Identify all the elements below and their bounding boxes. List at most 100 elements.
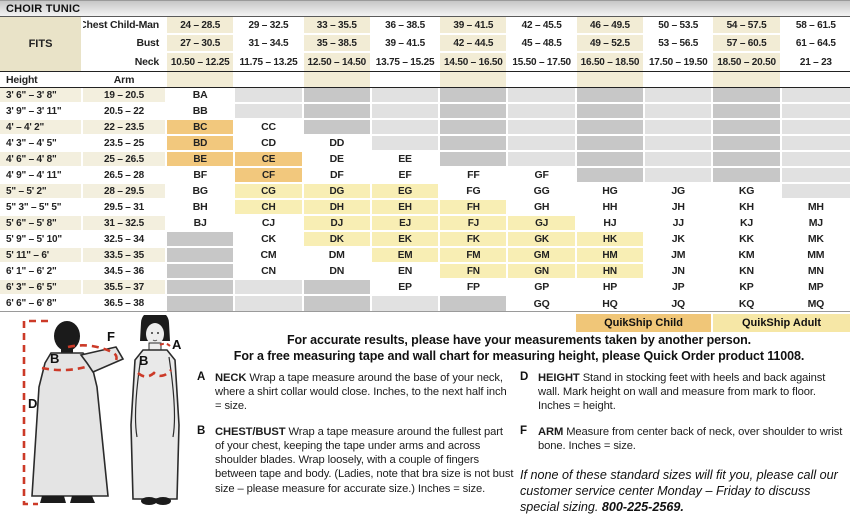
arm-range-cell: 29.5 – 31 bbox=[83, 200, 167, 214]
size-code-cell: DH bbox=[303, 200, 372, 214]
empty-size-cell bbox=[576, 120, 646, 134]
figure-label-d: D bbox=[28, 396, 37, 411]
measurement-lines bbox=[22, 319, 172, 506]
measure-value-cell: 54 – 57.5 bbox=[713, 17, 782, 33]
empty-size-cell bbox=[713, 152, 782, 166]
instruction-letter: A bbox=[197, 371, 206, 383]
empty-size-cell bbox=[303, 88, 372, 102]
measure-value-cell: 50 – 53.5 bbox=[645, 17, 714, 33]
table-row: 3' 9" – 3' 11" 20.5 – 22 BB bbox=[0, 104, 850, 120]
header-filler-cell bbox=[713, 72, 782, 87]
measure-value-cell: 15.50 – 17.50 bbox=[508, 53, 577, 71]
size-code-cell: MH bbox=[781, 200, 850, 214]
quikship-adult-label: QuikShip Adult bbox=[713, 314, 850, 332]
header-filler-cell bbox=[303, 72, 372, 87]
empty-size-cell bbox=[713, 104, 782, 118]
instruction-chest-bust: B CHEST/BUST Wrap a tape measure around … bbox=[197, 425, 515, 496]
instruction-height: D HEIGHT Stand in stocking feet with hee… bbox=[520, 371, 848, 414]
intro-text: For accurate results, please have your m… bbox=[192, 333, 846, 364]
empty-size-cell bbox=[713, 168, 782, 182]
measure-value-cell: 42 – 45.5 bbox=[508, 17, 577, 33]
table-row: 4' 6" – 4' 8" 25 – 26.5 BE CE DE EE bbox=[0, 152, 850, 168]
size-code-cell: CF bbox=[235, 168, 304, 182]
instruction-letter: F bbox=[520, 424, 528, 437]
size-code-cell: MK bbox=[781, 232, 850, 246]
instructions-left-column: A NECK Wrap a tape measure around the ba… bbox=[197, 371, 515, 507]
measure-value-cell: 24 – 28.5 bbox=[167, 17, 236, 33]
size-code-cell: HJ bbox=[576, 216, 646, 230]
empty-size-cell bbox=[440, 104, 509, 118]
empty-size-cell bbox=[303, 280, 372, 294]
header-filler-cell bbox=[576, 72, 646, 87]
height-range-cell: 6' 3" – 6' 5" bbox=[0, 280, 83, 294]
size-code-cell: EJ bbox=[371, 216, 441, 230]
table-row: 4' 9" – 4' 11" 26.5 – 28 BF CF DF EF FF GF bbox=[0, 168, 850, 184]
size-code-cell: MP bbox=[781, 280, 850, 294]
arm-column-label: Arm bbox=[83, 72, 167, 87]
size-code-cell: EH bbox=[371, 200, 441, 214]
empty-size-cell bbox=[371, 296, 441, 311]
size-code-cell: BB bbox=[167, 104, 236, 118]
table-row: 6' 6" – 6' 8" 36.5 – 38 GQ HQ JQ KQ MQ bbox=[0, 296, 850, 312]
size-code-cell: KQ bbox=[713, 296, 782, 311]
table-row: 5" 3" – 5" 5" 29.5 – 31 BH CH DH EH FH GH HH JH KH… bbox=[0, 200, 850, 216]
empty-size-cell bbox=[781, 104, 850, 118]
instruction-letter: D bbox=[520, 371, 529, 383]
size-code-cell: EE bbox=[371, 152, 441, 166]
instruction-body: HEIGHT Stand in stocking feet with heels… bbox=[538, 371, 848, 414]
size-code-cell: BA bbox=[167, 88, 236, 102]
measure-value-cell: 17.50 – 19.50 bbox=[645, 53, 714, 71]
header-filler-cell bbox=[645, 72, 714, 87]
measure-value-cell: 61 – 64.5 bbox=[781, 35, 850, 51]
size-code-cell: HH bbox=[576, 200, 646, 214]
measure-value-cell: 58 – 61.5 bbox=[781, 17, 850, 33]
size-code-cell: KN bbox=[713, 264, 782, 278]
arm-range-cell: 36.5 – 38 bbox=[83, 296, 167, 311]
size-code-cell: JK bbox=[645, 232, 714, 246]
height-range-cell: 5' 6" – 5' 8" bbox=[0, 216, 83, 230]
fits-header-block: FITS Chest Child-Man 24 – 28.5 29 – 32.5 33 … bbox=[0, 17, 850, 71]
size-code-cell: CC bbox=[235, 120, 304, 134]
empty-size-cell bbox=[508, 88, 577, 102]
size-code-cell: HM bbox=[576, 248, 646, 262]
instruction-body: NECK Wrap a tape measure around the base… bbox=[215, 371, 515, 414]
arm-range-cell: 19 – 20.5 bbox=[83, 88, 167, 102]
measure-value-cell: 45 – 48.5 bbox=[508, 35, 577, 51]
intro-line-1: For accurate results, please have your m… bbox=[286, 333, 752, 347]
empty-size-cell bbox=[235, 296, 304, 311]
empty-size-cell bbox=[781, 136, 850, 150]
header-filler-cell bbox=[235, 72, 304, 87]
arm-range-cell: 25 – 26.5 bbox=[83, 152, 167, 166]
height-range-cell: 5" 3" – 5" 5" bbox=[0, 200, 83, 214]
empty-size-cell bbox=[645, 104, 714, 118]
special-sizing-note: If none of these standard sizes will fit… bbox=[520, 467, 848, 515]
measure-value-cell: 42 – 44.5 bbox=[440, 35, 509, 51]
empty-size-cell bbox=[576, 88, 646, 102]
measure-row-label: Bust bbox=[83, 35, 167, 51]
measure-value-cell: 53 – 56.5 bbox=[645, 35, 714, 51]
size-code-cell: DD bbox=[303, 136, 372, 150]
height-range-cell: 4' 6" – 4' 8" bbox=[0, 152, 83, 166]
measure-row: Bust 27 – 30.5 31 – 34.5 35 – 38.5 39 – 41.5… bbox=[83, 35, 850, 53]
empty-size-cell bbox=[781, 168, 850, 182]
empty-size-cell bbox=[440, 120, 509, 134]
tunic-illustration: D B F A B bbox=[4, 310, 196, 513]
height-range-cell: 4' – 4' 2" bbox=[0, 120, 83, 134]
measure-value-cell: 39 – 41.5 bbox=[371, 35, 441, 51]
size-code-cell: JN bbox=[645, 264, 714, 278]
size-code-cell: BC bbox=[167, 120, 236, 134]
size-code-cell: CJ bbox=[235, 216, 304, 230]
empty-size-cell bbox=[508, 104, 577, 118]
measure-value-cell: 39 – 41.5 bbox=[440, 17, 509, 33]
height-range-cell: 5" – 5' 2" bbox=[0, 184, 83, 198]
instruction-term: NECK bbox=[215, 372, 247, 384]
empty-size-cell bbox=[167, 280, 236, 294]
size-code-cell: EP bbox=[371, 280, 441, 294]
size-code-cell: MQ bbox=[781, 296, 850, 311]
empty-size-cell bbox=[645, 88, 714, 102]
measure-value-cell: 27 – 30.5 bbox=[167, 35, 236, 51]
size-code-cell: CM bbox=[235, 248, 304, 262]
size-code-cell: KK bbox=[713, 232, 782, 246]
table-row: 5' 9" – 5' 10" 32.5 – 34 CK DK EK FK GK HK JK KK M… bbox=[0, 232, 850, 248]
height-range-cell: 6' 1" – 6' 2" bbox=[0, 264, 83, 278]
